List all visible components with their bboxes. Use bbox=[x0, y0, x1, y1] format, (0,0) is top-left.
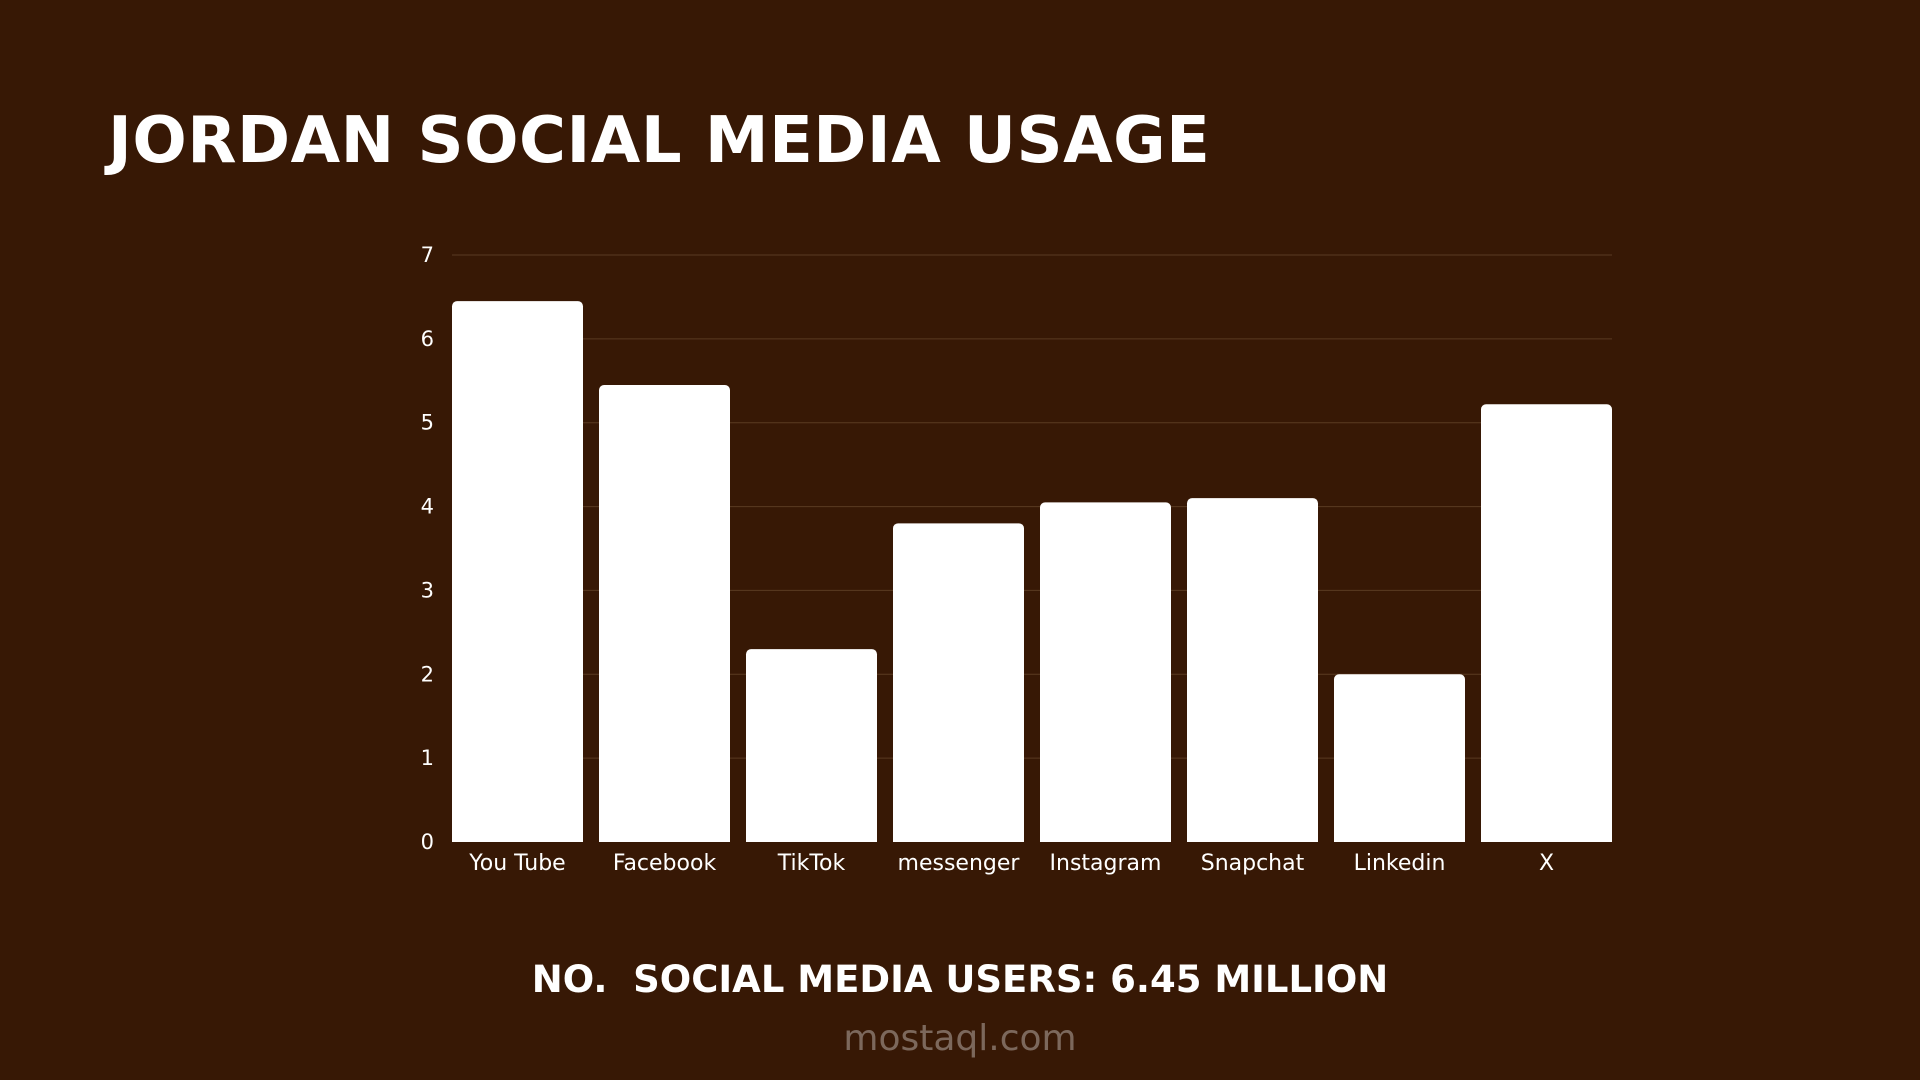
bar-base bbox=[893, 834, 1024, 842]
bar-base bbox=[746, 834, 877, 842]
watermark: mostaql.com bbox=[843, 1018, 1077, 1059]
y-axis-ticks: 0 1 2 3 4 5 6 7 bbox=[421, 243, 434, 854]
x-category-label: Snapchat bbox=[1201, 851, 1305, 876]
x-category-label: Facebook bbox=[613, 851, 717, 876]
bar-base bbox=[452, 834, 583, 842]
bar-base bbox=[1334, 834, 1465, 842]
bar-base bbox=[1481, 834, 1612, 842]
bars bbox=[452, 301, 1612, 842]
y-tick-label: 7 bbox=[421, 243, 434, 267]
y-tick-label: 5 bbox=[421, 411, 434, 435]
bar-messenger bbox=[893, 523, 1024, 842]
bar-base bbox=[599, 834, 730, 842]
y-tick-label: 6 bbox=[421, 327, 434, 351]
bar-base bbox=[1040, 834, 1171, 842]
footer-stat: NO. SOCIAL MEDIA USERS: 6.45 MILLION bbox=[531, 958, 1389, 1001]
x-category-label: messenger bbox=[898, 851, 1021, 876]
x-category-label: X bbox=[1539, 851, 1554, 876]
x-category-label: TikTok bbox=[777, 851, 846, 876]
y-tick-label: 3 bbox=[421, 578, 434, 602]
bar-x bbox=[1481, 404, 1612, 842]
bar-base bbox=[1187, 834, 1318, 842]
y-tick-label: 1 bbox=[421, 746, 434, 770]
bar-linkedin bbox=[1334, 674, 1465, 842]
bar-facebook bbox=[599, 384, 730, 842]
chart-title: JORDAN SOCIAL MEDIA USAGE bbox=[108, 104, 1211, 178]
y-tick-label: 2 bbox=[421, 662, 434, 686]
bar-instagram bbox=[1040, 502, 1171, 842]
x-axis-labels: You Tube Facebook TikTok messenger Instagram… bbox=[468, 851, 1554, 876]
bar-you-tube bbox=[452, 301, 583, 842]
x-category-label: Instagram bbox=[1050, 851, 1162, 876]
bar-tiktok bbox=[746, 649, 877, 842]
x-category-label: Linkedin bbox=[1354, 851, 1446, 876]
bar-snapchat bbox=[1187, 498, 1318, 842]
x-category-label: You Tube bbox=[468, 851, 565, 876]
y-tick-label: 0 bbox=[421, 830, 434, 854]
bar-chart: 0 1 2 3 4 5 6 7 You Tube Facebook TikTok messenger… bbox=[421, 243, 1612, 876]
y-tick-label: 4 bbox=[421, 495, 434, 519]
